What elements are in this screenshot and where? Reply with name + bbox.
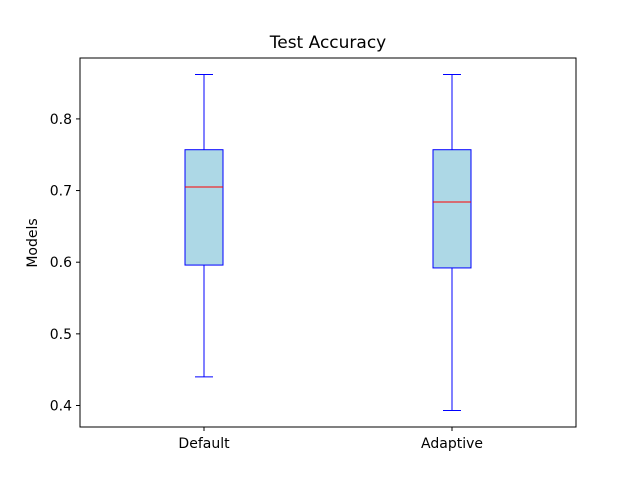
y-tick-label: 0.6	[50, 255, 72, 271]
y-tick-label: 0.4	[50, 399, 72, 415]
y-tick-label: 0.8	[50, 112, 72, 128]
y-tick-label: 0.5	[50, 327, 72, 343]
plot-area-frame	[79, 57, 577, 428]
y-axis-label: Models	[25, 218, 41, 267]
x-axis: Default Adaptive	[178, 427, 483, 452]
x-tick-label: Adaptive	[421, 436, 483, 452]
boxes-layer	[184, 73, 472, 412]
iqr-box	[432, 149, 472, 269]
chart-title: Test Accuracy	[269, 33, 387, 53]
y-axis: 0.4 0.5 0.6 0.7 0.8	[50, 112, 80, 415]
box-default	[184, 73, 224, 378]
iqr-box	[184, 149, 224, 266]
y-tick-label: 0.7	[50, 184, 72, 200]
x-tick-label: Default	[178, 436, 230, 452]
box-adaptive	[432, 73, 472, 412]
